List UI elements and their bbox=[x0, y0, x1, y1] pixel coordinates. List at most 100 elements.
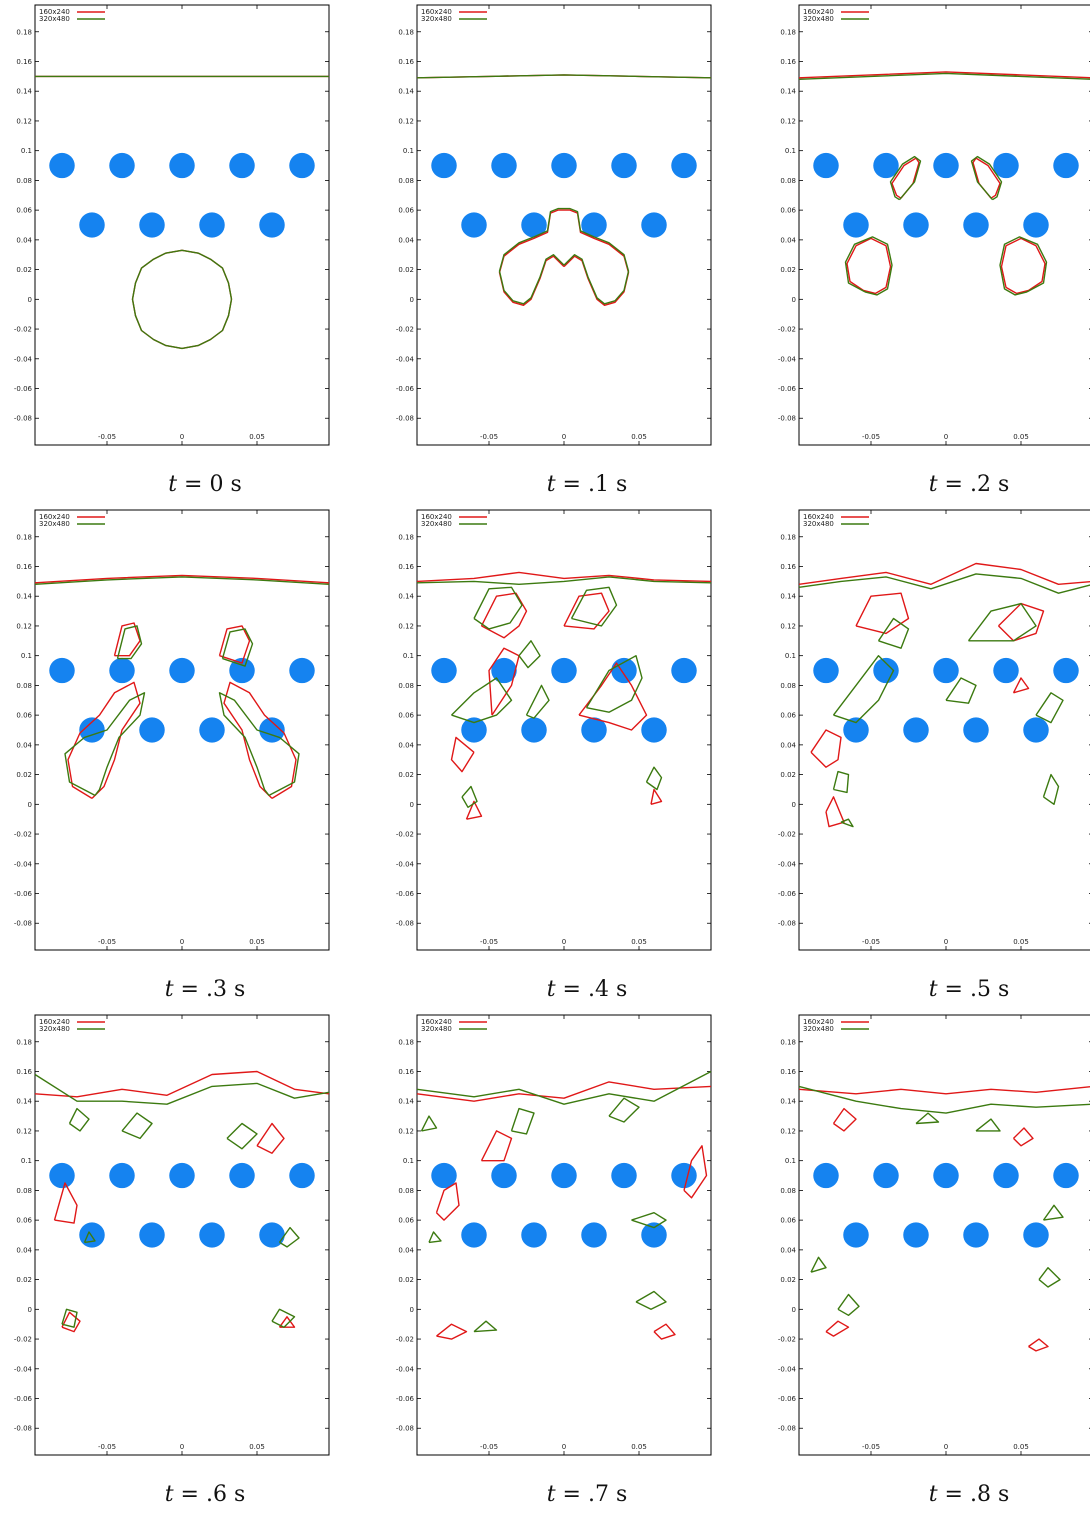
x-tick-label: 0.05 bbox=[249, 1443, 265, 1451]
y-tick-label: -0.08 bbox=[14, 920, 32, 928]
series-curve-160x240 bbox=[1013, 1127, 1034, 1147]
series-curve-160x240 bbox=[450, 736, 475, 773]
series-curve-320x480 bbox=[945, 677, 977, 704]
y-tick-label: -0.08 bbox=[778, 920, 796, 928]
x-tick-label: 0 bbox=[562, 938, 566, 946]
y-tick-label: 0.16 bbox=[16, 1068, 32, 1076]
obstacle-disk bbox=[813, 1162, 839, 1189]
series-curve-160x240 bbox=[832, 1107, 857, 1132]
series-curve-320x480 bbox=[416, 74, 712, 79]
y-tick-label: -0.08 bbox=[396, 920, 414, 928]
panel-4: -0.08 -0.06 -0.04 -0.02 0 0.02 0.04 0.06 0.08 0.1… bbox=[14, 509, 385, 1015]
obstacle-disk bbox=[611, 152, 637, 179]
obstacle-disk bbox=[431, 657, 457, 684]
y-tick-label: 0.16 bbox=[780, 1068, 796, 1076]
series-curve-320x480 bbox=[61, 1308, 78, 1328]
y-tick-label: 0.1 bbox=[21, 652, 32, 660]
obstacle-disk bbox=[49, 1162, 75, 1189]
y-tick-label: 0.06 bbox=[398, 207, 414, 215]
x-tick-label: 0.05 bbox=[249, 433, 265, 441]
x-tick-label: 0.05 bbox=[631, 1443, 647, 1451]
y-tick-label: 0.14 bbox=[16, 88, 32, 96]
plot-2: -0.08 -0.06 -0.04 -0.02 0 0.02 0.04 0.06 0.08 0.1… bbox=[396, 4, 712, 446]
y-tick-label: -0.06 bbox=[14, 385, 33, 393]
y-tick-label: -0.08 bbox=[396, 415, 414, 423]
y-tick-label: 0 bbox=[28, 1306, 32, 1314]
x-tick-label: -0.05 bbox=[98, 433, 116, 441]
y-tick-label: 0.06 bbox=[780, 207, 796, 215]
x-tick-label: 0 bbox=[944, 1443, 948, 1451]
plot-4: -0.08 -0.06 -0.04 -0.02 0 0.02 0.04 0.06 0.08 0.1… bbox=[14, 509, 330, 951]
plot-frame bbox=[416, 4, 712, 446]
y-tick-label: 0.16 bbox=[398, 563, 414, 571]
y-tick-label: 0.06 bbox=[16, 207, 32, 215]
legend-label: 320x480 bbox=[39, 15, 70, 23]
obstacle-disk bbox=[903, 212, 929, 238]
y-tick-label: 0 bbox=[410, 801, 414, 809]
series-curve-320x480 bbox=[1035, 692, 1064, 724]
y-tick-label: -0.04 bbox=[396, 860, 415, 868]
plot-5: -0.08 -0.06 -0.04 -0.02 0 0.02 0.04 0.06 0.08 0.1… bbox=[396, 509, 712, 951]
y-tick-label: -0.04 bbox=[14, 860, 33, 868]
y-tick-label: 0.08 bbox=[398, 1187, 414, 1195]
obstacle-disk bbox=[963, 1222, 989, 1248]
obstacle-disk bbox=[491, 657, 517, 684]
y-tick-label: 0.1 bbox=[785, 1157, 796, 1165]
legend-label: 320x480 bbox=[39, 1025, 70, 1033]
plot-8: -0.08 -0.06 -0.04 -0.02 0 0.02 0.04 0.06 0.08 0.1… bbox=[396, 1014, 712, 1456]
obstacle-disk bbox=[933, 657, 959, 684]
y-tick-label: 0.18 bbox=[16, 533, 32, 541]
series-curve-160x240 bbox=[416, 571, 712, 583]
series-curve-160x240 bbox=[846, 237, 892, 295]
x-tick-label: 0 bbox=[944, 433, 948, 441]
series-curve-160x240 bbox=[278, 1316, 296, 1328]
series-curve-160x240 bbox=[34, 574, 330, 584]
series-curve-160x240 bbox=[480, 592, 528, 639]
obstacle-disk bbox=[229, 1162, 255, 1189]
x-tick-label: -0.05 bbox=[480, 938, 498, 946]
obstacle-disk bbox=[581, 212, 607, 238]
obstacle-disk bbox=[1023, 212, 1049, 238]
y-tick-label: 0.06 bbox=[398, 712, 414, 720]
y-tick-label: 0.06 bbox=[780, 712, 796, 720]
obstacle-disk bbox=[1053, 1162, 1079, 1189]
y-tick-label: 0.14 bbox=[398, 1098, 414, 1106]
y-tick-label: 0.08 bbox=[16, 1187, 32, 1195]
obstacle-disk bbox=[873, 152, 899, 179]
y-tick-label: -0.04 bbox=[778, 860, 797, 868]
series-curve-320x480 bbox=[1042, 1204, 1064, 1221]
obstacle-disk bbox=[169, 152, 195, 179]
y-tick-label: 0.14 bbox=[16, 593, 32, 601]
y-tick-label: 0.16 bbox=[16, 58, 32, 66]
obstacle-disk bbox=[289, 657, 315, 684]
x-tick-label: 0 bbox=[944, 938, 948, 946]
obstacle-disk bbox=[813, 657, 839, 684]
series-curve-320x480 bbox=[221, 628, 254, 667]
obstacle-disk bbox=[641, 212, 667, 238]
y-tick-label: -0.04 bbox=[396, 355, 415, 363]
series-curve-320x480 bbox=[278, 1226, 300, 1248]
obstacle-disk bbox=[521, 212, 547, 238]
y-tick-label: 0.04 bbox=[398, 741, 414, 749]
series-curve-320x480 bbox=[889, 155, 922, 201]
y-tick-label: 0.14 bbox=[16, 1098, 32, 1106]
obstacle-disk bbox=[109, 1162, 135, 1189]
legend-label: 160x240 bbox=[39, 1018, 70, 1026]
obstacle-disk bbox=[903, 717, 929, 743]
series-curve-160x240 bbox=[798, 562, 1090, 585]
series-curve-320x480 bbox=[64, 692, 146, 797]
y-tick-label: 0.04 bbox=[780, 236, 796, 244]
series-curve-160x240 bbox=[465, 800, 483, 820]
series-curve-320x480 bbox=[975, 1118, 1001, 1132]
series-curve-320x480 bbox=[1042, 773, 1060, 805]
series-curve-320x480 bbox=[840, 818, 854, 828]
caption-3: t = .2 s bbox=[928, 472, 1010, 497]
series-curve-320x480 bbox=[832, 655, 895, 724]
x-tick-label: 0 bbox=[562, 1443, 566, 1451]
obstacle-disk bbox=[843, 1222, 869, 1248]
y-tick-label: 0.04 bbox=[780, 1246, 796, 1254]
y-tick-label: 0.12 bbox=[16, 1127, 32, 1135]
series-curve-320x480 bbox=[844, 236, 893, 296]
y-tick-label: 0.08 bbox=[16, 682, 32, 690]
series-curve-160x240 bbox=[972, 157, 1001, 199]
